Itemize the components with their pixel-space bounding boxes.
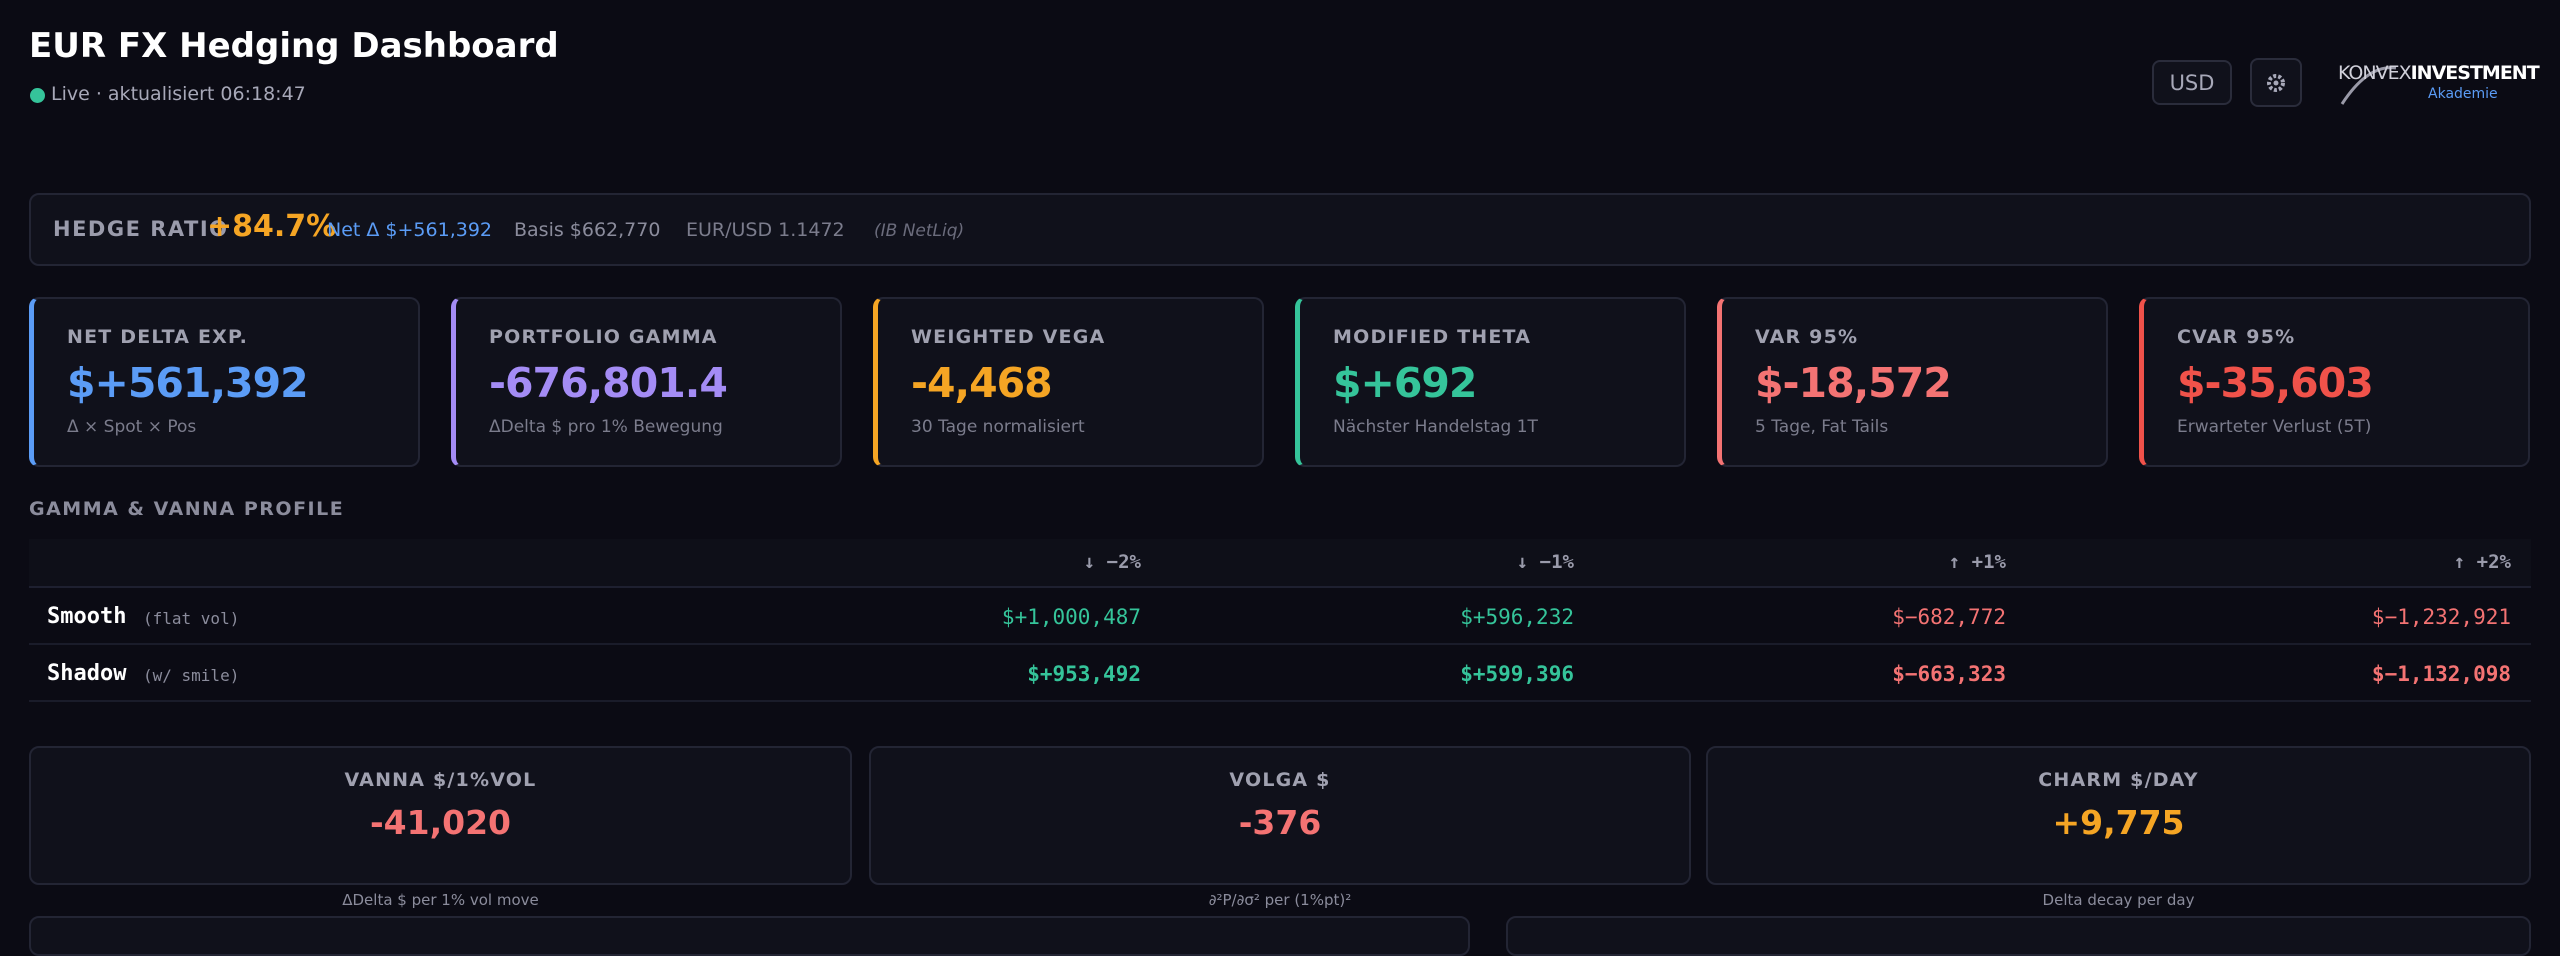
gear-icon	[2267, 74, 2285, 92]
column-header: ↑ +1%	[1948, 551, 2006, 573]
metric-card: NET DELTA EXP. $+561,392 Δ × Spot × Pos	[29, 297, 420, 467]
logo-sub: Akademie	[2428, 86, 2498, 102]
metric-card: MODIFIED THETA $+692 Nächster Handelstag 1…	[1295, 297, 1686, 467]
net-delta: Net Δ $+561,392	[327, 219, 493, 241]
greek-caption: ∂²P/∂σ² per (1%pt)²	[1208, 891, 1352, 909]
metric-card: PORTFOLIO GAMMA -676,801.4 ΔDelta $ pro 1%…	[451, 297, 842, 467]
card-value: -4,468	[911, 359, 1053, 407]
cell-value: $−1,232,921	[2371, 605, 2511, 629]
cell-value: $+953,492	[1027, 662, 1141, 686]
panel	[29, 916, 1470, 956]
card-label: MODIFIED THETA	[1333, 326, 1532, 348]
logo-brand: KONVEX	[2338, 62, 2412, 84]
greek-card: VANNA $/1%VOL -41,020	[29, 746, 852, 885]
metric-card: CVAR 95% $-35,603 Erwarteter Verlust (5T)	[2139, 297, 2530, 467]
card-value: $+692	[1333, 359, 1477, 407]
card-label: VAR 95%	[1755, 326, 1859, 348]
cell-value: $+599,396	[1460, 662, 1574, 686]
hedge-bar: HEDGE RATIO +84.7% Net Δ $+561,392 Basis…	[29, 193, 2531, 266]
greek-card: VOLGA $ -376	[869, 746, 1691, 885]
card-label: PORTFOLIO GAMMA	[489, 326, 718, 348]
logo-swoosh	[2340, 66, 2397, 105]
logo: KONVEXINVESTMENT Akademie	[2338, 62, 2540, 105]
greek-caption: Delta decay per day	[2042, 891, 2195, 909]
table-row	[29, 645, 2531, 702]
hedge-label: HEDGE RATIO	[53, 217, 229, 241]
card-sub: 5 Tage, Fat Tails	[1755, 417, 1889, 437]
greek-label: VOLGA $	[1229, 769, 1331, 791]
status: Live · aktualisiert 06:18:47	[51, 83, 306, 105]
greek-label: CHARM $/DAY	[2038, 769, 2199, 791]
cell-value: $+596,232	[1460, 605, 1574, 629]
dashboard: EUR FX Hedging Dashboard Live · aktualis…	[29, 26, 2540, 956]
fx-rate: EUR/USD 1.1472	[686, 219, 845, 241]
row-note: (flat vol)	[143, 609, 240, 628]
panel	[1506, 916, 2531, 956]
currency-button[interactable]: USD	[2152, 60, 2232, 105]
greek-value: -376	[1238, 803, 1322, 842]
logo-brand-strong: INVESTMENT	[2410, 62, 2540, 84]
card-sub: Nächster Handelstag 1T	[1333, 417, 1538, 437]
row-name: Smooth	[47, 604, 127, 629]
card-value: -676,801.4	[489, 359, 728, 407]
card-label: WEIGHTED VEGA	[911, 326, 1106, 348]
card-sub: ΔDelta $ pro 1% Bewegung	[489, 417, 723, 437]
card-sub: 30 Tage normalisiert	[911, 417, 1085, 437]
source: (IB NetLiq)	[874, 221, 965, 241]
card-sub: Erwarteter Verlust (5T)	[2177, 417, 2372, 437]
greek-value: +9,775	[2052, 803, 2185, 842]
table-header	[29, 539, 2531, 588]
hedge-value: +84.7%	[207, 209, 337, 244]
live-dot	[30, 88, 45, 103]
greek-value: -41,020	[369, 803, 512, 842]
cell-value: $+1,000,487	[1001, 605, 1141, 629]
card-sub: Δ × Spot × Pos	[67, 417, 197, 437]
metric-card: VAR 95% $-18,572 5 Tage, Fat Tails	[1717, 297, 2108, 467]
title: EUR FX Hedging Dashboard	[29, 26, 559, 66]
basis: Basis $662,770	[514, 219, 661, 241]
cell-value: $−682,772	[1892, 605, 2006, 629]
cell-value: $−1,132,098	[2371, 662, 2511, 686]
column-header: ↓ −2%	[1083, 551, 1141, 573]
column-header: ↓ −1%	[1516, 551, 1574, 573]
greek-caption: ΔDelta $ per 1% vol move	[342, 891, 539, 909]
row-name: Shadow	[47, 661, 127, 686]
card-label: NET DELTA EXP.	[67, 326, 249, 348]
card-value: $-18,572	[1755, 359, 1952, 407]
greek-label: VANNA $/1%VOL	[344, 769, 537, 791]
column-header: ↑ +2%	[2453, 551, 2511, 573]
cell-value: $−663,323	[1892, 662, 2006, 686]
card-value: $-35,603	[2177, 359, 2374, 407]
row-note: (w/ smile)	[143, 666, 240, 685]
settings-button[interactable]	[2250, 58, 2302, 107]
section-title: GAMMA & VANNA PROFILE	[29, 498, 345, 520]
card-value: $+561,392	[67, 359, 309, 407]
metric-card: WEIGHTED VEGA -4,468 30 Tage normalisiert	[873, 297, 1264, 467]
card-label: CVAR 95%	[2177, 326, 2296, 348]
table-row	[29, 588, 2531, 645]
greek-card: CHARM $/DAY +9,775	[1706, 746, 2531, 885]
